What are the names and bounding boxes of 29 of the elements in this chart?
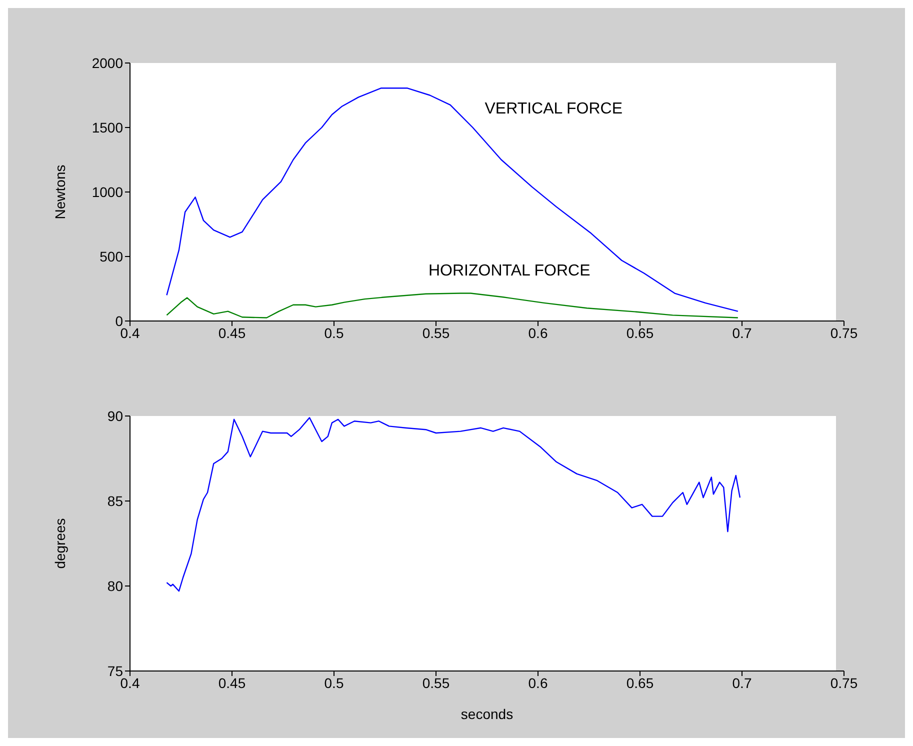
x-tick-label: 0.55 xyxy=(422,324,450,341)
series-label: VERTICAL FORCE xyxy=(484,100,623,118)
line-series xyxy=(166,292,739,318)
x-tick-label: 0.55 xyxy=(422,674,450,691)
line-series xyxy=(166,88,739,312)
x-tick-label: 0.6 xyxy=(528,324,548,341)
y-tick-label: 1500 xyxy=(92,119,124,136)
y-tick-label: 2000 xyxy=(92,54,124,71)
line-series xyxy=(166,417,741,592)
y-tick-label: 500 xyxy=(100,248,124,264)
series-label: HORIZONTAL FORCE xyxy=(428,262,590,280)
x-tick-label: 0.75 xyxy=(830,324,858,341)
y-tick-label: 1000 xyxy=(92,184,124,200)
x-tick-label: 0.75 xyxy=(830,674,858,691)
y-axis-title: degrees xyxy=(52,518,68,569)
x-tick-label: 0.7 xyxy=(732,324,752,341)
x-tick-label: 0.65 xyxy=(626,324,654,341)
y-axis-title: Newtons xyxy=(52,164,68,220)
y-tick-label: 90 xyxy=(107,408,124,424)
x-tick-label: 0.5 xyxy=(324,674,344,691)
x-tick-label: 0.65 xyxy=(626,674,654,691)
x-tick-label: 0.45 xyxy=(218,674,246,691)
x-tick-label: 0.5 xyxy=(324,324,344,341)
x-tick-label: 0.6 xyxy=(528,674,548,691)
y-tick-label: 80 xyxy=(107,578,124,594)
y-tick-label: 85 xyxy=(107,492,124,509)
x-axis-title: seconds xyxy=(460,706,514,722)
x-tick-label: 0.45 xyxy=(218,324,246,341)
x-tick-label: 0.7 xyxy=(732,674,752,691)
